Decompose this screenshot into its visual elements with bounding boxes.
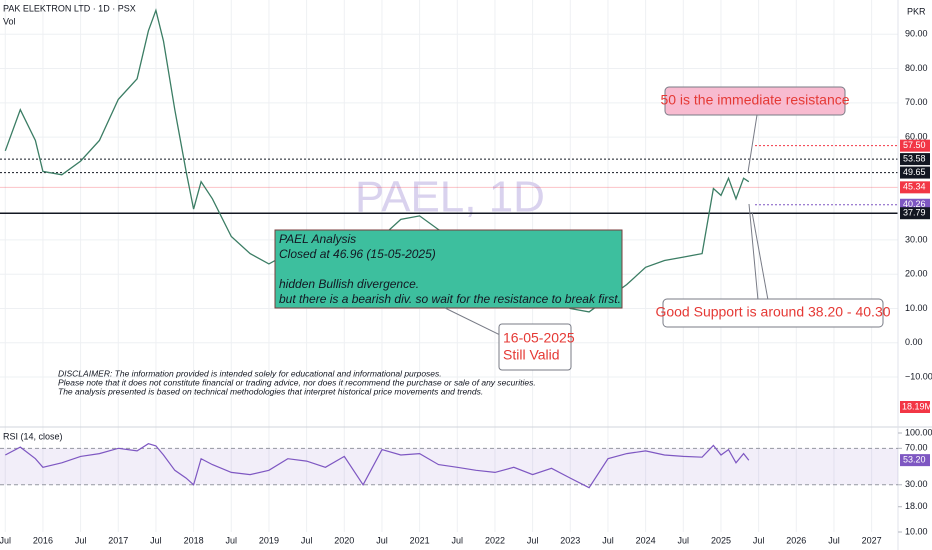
x-tick-label: 2018 bbox=[184, 535, 204, 545]
chart-title: PAK ELEKTRON LTD · 1D · PSX bbox=[3, 3, 136, 13]
validity-box bbox=[498, 323, 572, 371]
rsi-tick-label: 30.00 bbox=[905, 479, 928, 489]
resistance-note: 50 is the immediate resistance bbox=[660, 92, 849, 108]
y-tick-label: 60.00 bbox=[905, 131, 928, 141]
x-tick-label: 2025 bbox=[711, 535, 731, 545]
y-tick-label: 70.00 bbox=[905, 97, 928, 107]
x-tick-label: Jul bbox=[226, 535, 238, 545]
analysis-box bbox=[274, 229, 623, 309]
volume-label: 18.19M bbox=[902, 401, 932, 411]
disclaimer-line: Please note that it does not constitute … bbox=[58, 377, 536, 387]
resistance-box bbox=[664, 86, 846, 116]
resistance-pointer bbox=[747, 114, 758, 173]
y-tick-label: 20.00 bbox=[905, 269, 928, 279]
analysis-note: PAEL Analysis bbox=[279, 232, 356, 246]
analysis-note: Closed at 46.96 (15-05-2025) bbox=[279, 247, 436, 261]
rsi-tick-label: 18.00 bbox=[905, 501, 928, 511]
rsi-tick-label: 70.00 bbox=[905, 443, 928, 453]
y-tick-label: −10.00 bbox=[905, 371, 932, 381]
rsi-line bbox=[5, 443, 750, 489]
disclaimer-line: DISCLAIMER: The information provided is … bbox=[58, 368, 442, 378]
x-tick-label: 2016 bbox=[33, 535, 53, 545]
x-tick-label: 2026 bbox=[786, 535, 806, 545]
y-tick-label: 30.00 bbox=[905, 234, 928, 244]
watermark: PAEL, 1D bbox=[355, 173, 545, 222]
x-tick-label: Jul bbox=[376, 535, 388, 545]
rsi-last-tag bbox=[900, 454, 930, 467]
price-level-tag bbox=[900, 153, 930, 166]
x-tick-label: Jul bbox=[753, 535, 765, 545]
rsi-title: RSI (14, close) bbox=[3, 431, 63, 441]
currency-label: PKR bbox=[907, 6, 926, 16]
rsi-tick-label: 10.00 bbox=[905, 526, 928, 536]
support-note: Good Support is around 38.20 - 40.30 bbox=[655, 304, 890, 320]
x-tick-label: 2020 bbox=[334, 535, 354, 545]
price-level-tag bbox=[900, 166, 930, 179]
validity-note: Still Valid bbox=[503, 347, 560, 363]
x-tick-label: Jul bbox=[0, 535, 11, 545]
x-tick-label: 2027 bbox=[862, 535, 882, 545]
x-tick-label: 2017 bbox=[108, 535, 128, 545]
x-tick-label: 2023 bbox=[560, 535, 580, 545]
x-tick-label: Jul bbox=[452, 535, 464, 545]
analysis-pointer bbox=[444, 307, 501, 336]
analysis-note: hidden Bullish divergence. bbox=[279, 277, 419, 291]
x-tick-label: 2024 bbox=[636, 535, 656, 545]
price-level-label: 45.34 bbox=[903, 182, 926, 192]
y-tick-label: 90.00 bbox=[905, 29, 928, 39]
volume-tag bbox=[900, 401, 930, 413]
price-level-label: 57.50 bbox=[903, 140, 926, 150]
rsi-tick-label: 100.00 bbox=[905, 427, 932, 437]
y-tick-label: 0.00 bbox=[905, 337, 923, 347]
price-level-tag bbox=[900, 207, 930, 220]
x-tick-label: 2021 bbox=[410, 535, 430, 545]
x-tick-label: Jul bbox=[678, 535, 690, 545]
x-tick-label: Jul bbox=[301, 535, 313, 545]
rsi-last-label: 53.20 bbox=[903, 455, 926, 465]
x-tick-label: Jul bbox=[828, 535, 840, 545]
volume-title: Vol bbox=[3, 16, 16, 26]
x-tick-label: 2019 bbox=[259, 535, 279, 545]
price-level-tag bbox=[900, 139, 930, 152]
y-tick-label: 80.00 bbox=[905, 63, 928, 73]
price-level-tag bbox=[900, 181, 930, 194]
x-tick-label: Jul bbox=[150, 535, 162, 545]
disclaimer-line: The analysis presented is based on techn… bbox=[58, 386, 483, 396]
price-level-label: 37.79 bbox=[903, 208, 926, 218]
y-tick-label: 10.00 bbox=[905, 303, 928, 313]
support-pointer bbox=[748, 203, 759, 301]
support-pointer bbox=[751, 211, 769, 301]
validity-note: 16-05-2025 bbox=[503, 330, 575, 346]
x-tick-label: 2022 bbox=[485, 535, 505, 545]
support-box bbox=[662, 298, 884, 328]
analysis-note: but there is a bearish div. so wait for … bbox=[279, 292, 621, 306]
price-level-label: 53.58 bbox=[903, 153, 926, 163]
price-level-label: 40.26 bbox=[903, 199, 926, 209]
x-tick-label: Jul bbox=[602, 535, 614, 545]
price-level-label: 49.65 bbox=[903, 167, 926, 177]
x-tick-label: Jul bbox=[527, 535, 539, 545]
x-tick-label: Jul bbox=[75, 535, 87, 545]
